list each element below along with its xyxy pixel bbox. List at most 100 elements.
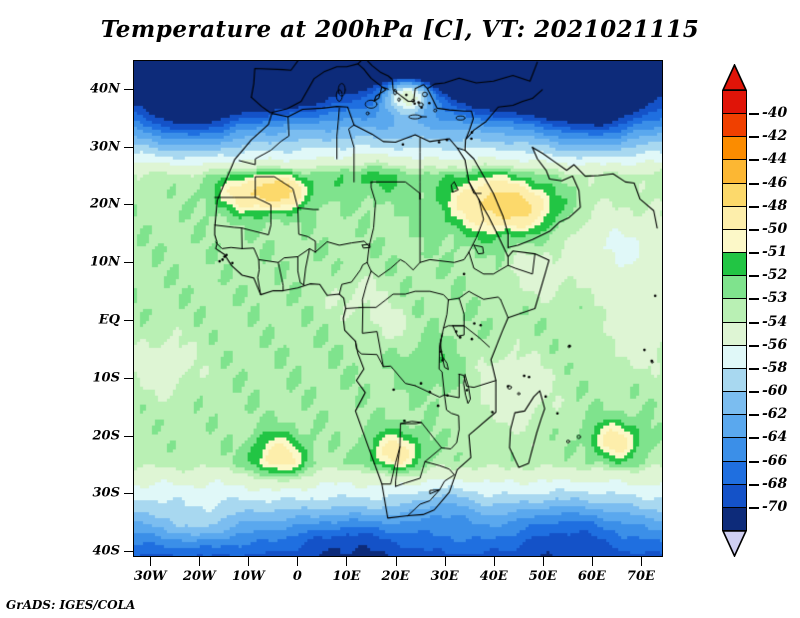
colorbar-tick-label: -51 [762, 244, 788, 261]
colorbar-max-arrow [721, 63, 748, 91]
y-axis-label: 10N [90, 254, 120, 270]
colorbar-tick [749, 275, 759, 278]
y-axis-tick [124, 320, 133, 322]
x-axis-tick [150, 557, 152, 566]
colorbar-tick [749, 298, 759, 301]
colorbar-tick [749, 321, 759, 324]
colorbar-swatch [722, 90, 747, 115]
y-axis-tick [124, 551, 133, 553]
colorbar-tick [749, 136, 759, 139]
x-axis-tick [591, 557, 593, 566]
colorbar-tick-label: -68 [762, 475, 788, 492]
x-axis-label: 70E [626, 569, 655, 584]
colorbar-tick [749, 391, 759, 394]
colorbar-tick-label: -50 [762, 220, 788, 237]
colorbar-tick [749, 252, 759, 255]
x-axis-tick [542, 557, 544, 566]
colorbar-tick-label: -58 [762, 359, 788, 376]
y-axis-tick [124, 146, 133, 148]
colorbar-swatch [722, 205, 747, 231]
x-axis-label: 20E [381, 569, 410, 584]
colorbar-swatch [722, 367, 747, 393]
temperature-field [134, 61, 662, 556]
colorbar-tick-label: -48 [762, 197, 788, 214]
colorbar-tick [749, 506, 759, 509]
colorbar-swatch [722, 159, 747, 185]
x-axis-label: 10W [231, 569, 265, 584]
colorbar-tick-label: -62 [762, 406, 788, 423]
colorbar-tick-label: -42 [762, 128, 788, 145]
colorbar-swatch [722, 182, 747, 208]
y-axis-tick [124, 88, 133, 90]
colorbar-swatch [722, 275, 747, 300]
x-axis-label: 30E [430, 569, 459, 584]
y-axis-label: 30S [92, 485, 120, 501]
colorbar-tick-label: -60 [762, 383, 788, 400]
colorbar-tick [749, 182, 759, 185]
colorbar-swatch [722, 391, 747, 416]
map-plot-area: 40N 30N 20N 10N EQ 10S 20S 30S 40S 30W 20W 10W 0 10E… [90, 60, 663, 584]
x-axis-label: 10E [332, 569, 361, 584]
colorbar-swatch [722, 437, 747, 462]
colorbar-tick [749, 228, 759, 231]
colorbar-min-arrow [721, 530, 748, 558]
colorbar-tick-label: -52 [762, 267, 788, 284]
colorbar-tick-label: -70 [762, 498, 788, 515]
colorbar-tick-label: -44 [762, 151, 788, 168]
y-axis-label: EQ [98, 312, 120, 328]
x-axis-tick [297, 557, 299, 566]
colorbar-tick [749, 159, 759, 162]
y-axis-label: 40S [92, 543, 120, 559]
x-axis-tick [395, 557, 397, 566]
y-axis-tick [124, 435, 133, 437]
attribution-label: GrADS: IGES/COLA [6, 598, 136, 612]
map-frame [133, 60, 663, 557]
x-axis-label: 60E [577, 569, 606, 584]
x-axis-label: 40E [479, 569, 508, 584]
colorbar-tick-label: -66 [762, 452, 788, 469]
colorbar: -40 -42 -44 -46 -48 -50 -51 -52 -53 -54 -56 -58 -60 -… [721, 63, 787, 558]
colorbar-tick-label: -64 [762, 429, 788, 446]
colorbar-swatch [722, 344, 747, 370]
colorbar-swatch [722, 483, 747, 509]
x-axis-tick [444, 557, 446, 566]
colorbar-swatch [722, 321, 747, 347]
colorbar-tick-label: -56 [762, 336, 788, 353]
x-axis-tick [346, 557, 348, 566]
x-axis-tick [199, 557, 201, 566]
x-axis-label: 20W [182, 569, 216, 584]
x-axis-tick [493, 557, 495, 566]
x-axis-tick [248, 557, 250, 566]
x-axis-label: 30W [133, 569, 167, 584]
colorbar-tick [749, 483, 759, 486]
x-axis-label: 50E [528, 569, 557, 584]
colorbar-swatch [722, 414, 747, 439]
colorbar-tick-label: -46 [762, 174, 788, 191]
colorbar-swatch [722, 460, 747, 486]
y-axis-tick [124, 377, 133, 379]
y-axis-tick [124, 204, 133, 206]
colorbar-swatch [722, 506, 747, 532]
page-title: Temperature at 200hPa [C], VT: 202102111… [100, 16, 700, 43]
y-axis-label: 20S [92, 428, 120, 444]
y-axis-tick [124, 493, 133, 495]
colorbar-tick-label: -54 [762, 313, 788, 330]
colorbar-tick [749, 437, 759, 440]
colorbar-swatch [722, 113, 747, 138]
y-axis-label: 10S [92, 370, 120, 386]
colorbar-tick [749, 113, 759, 116]
x-axis-tick [640, 557, 642, 566]
y-axis-label: 40N [90, 81, 120, 97]
colorbar-swatch [722, 136, 747, 161]
colorbar-tick [749, 367, 759, 370]
colorbar-tick [749, 460, 759, 463]
colorbar-swatch [722, 298, 747, 323]
colorbar-swatch [722, 228, 747, 254]
colorbar-tick-label: -40 [762, 105, 788, 122]
colorbar-tick [749, 344, 759, 347]
colorbar-tick-label: -53 [762, 290, 788, 307]
colorbar-tick [749, 205, 759, 208]
y-axis-label: 30N [90, 139, 120, 155]
colorbar-swatch [722, 252, 747, 277]
